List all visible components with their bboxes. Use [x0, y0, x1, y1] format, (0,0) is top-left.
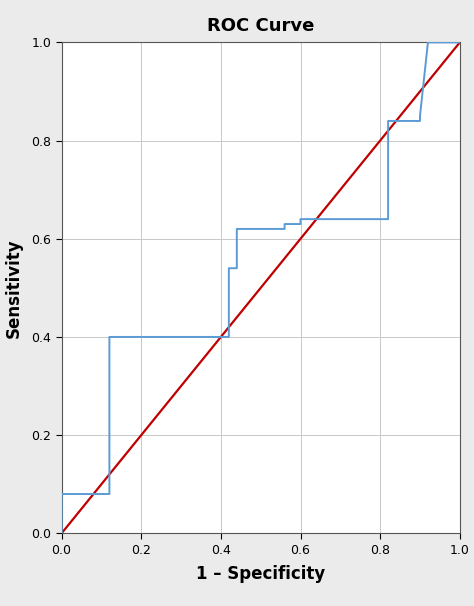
X-axis label: 1 – Specificity: 1 – Specificity [196, 565, 325, 583]
Title: ROC Curve: ROC Curve [207, 18, 314, 35]
Y-axis label: Sensitivity: Sensitivity [5, 238, 23, 338]
